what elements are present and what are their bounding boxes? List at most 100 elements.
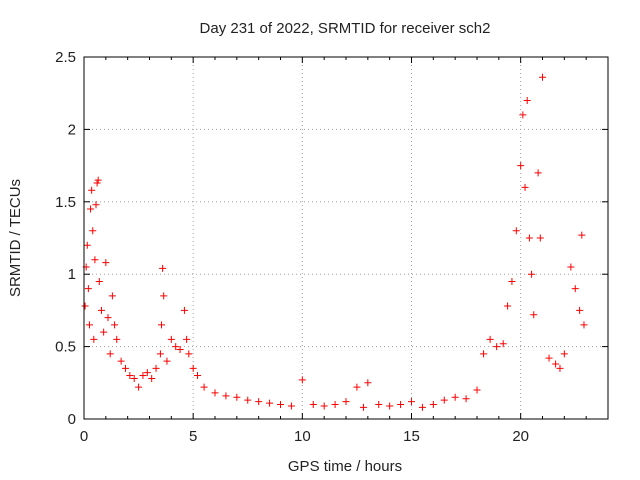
data-point	[512, 227, 520, 235]
data-point	[525, 234, 533, 242]
data-point	[211, 389, 219, 397]
data-point	[159, 264, 167, 272]
data-point	[473, 386, 481, 394]
data-point	[222, 392, 230, 400]
data-point	[104, 314, 112, 322]
data-point	[172, 343, 180, 351]
y-tick-label: 1	[68, 266, 76, 283]
data-point	[148, 374, 156, 382]
data-point	[534, 169, 542, 177]
data-point	[117, 357, 125, 365]
data-point	[578, 231, 586, 239]
x-tick-label: 10	[294, 428, 311, 445]
data-point	[255, 398, 263, 406]
data-point	[309, 401, 317, 409]
data-point	[180, 306, 188, 314]
data-point	[576, 306, 584, 314]
data-point	[156, 350, 164, 358]
data-point	[359, 403, 367, 411]
data-point	[91, 256, 99, 264]
data-point	[94, 176, 102, 184]
data-point	[539, 73, 546, 81]
data-point	[90, 335, 98, 343]
data-point	[571, 285, 579, 293]
data-point	[386, 402, 394, 410]
grid	[84, 57, 608, 419]
data-point	[100, 328, 108, 336]
data-point	[418, 403, 426, 411]
y-tick-label: 0.5	[55, 339, 76, 356]
data-point	[486, 335, 494, 343]
data-point	[244, 396, 252, 404]
data-point	[143, 369, 151, 377]
data-point	[504, 302, 512, 310]
data-point	[320, 402, 328, 410]
data-point	[266, 399, 274, 407]
y-axis-label: SRMTID / TECUs	[7, 179, 24, 297]
data-point	[200, 383, 208, 391]
data-point	[152, 364, 160, 372]
x-tick-label: 15	[403, 428, 420, 445]
data-point	[375, 401, 383, 409]
data-point	[552, 360, 560, 368]
data-point	[451, 393, 459, 401]
data-point	[342, 398, 350, 406]
data-point	[493, 343, 501, 351]
data-point	[567, 263, 575, 271]
data-point	[545, 354, 553, 362]
data-point	[108, 292, 116, 300]
data-point	[85, 321, 93, 329]
data-point	[233, 393, 241, 401]
data-point	[121, 364, 129, 372]
data-point	[111, 321, 119, 329]
y-tick-label: 2.5	[55, 49, 76, 66]
data-point	[160, 292, 168, 300]
data-point	[88, 186, 96, 194]
data-point	[126, 372, 134, 380]
data-point	[89, 227, 97, 235]
data-point	[560, 350, 568, 358]
data-point	[331, 401, 339, 409]
y-tick-label: 1.5	[55, 194, 76, 211]
data-point	[176, 345, 184, 353]
data-point	[102, 259, 110, 267]
data-point	[440, 396, 448, 404]
data-point	[81, 302, 89, 310]
data-point	[523, 96, 531, 104]
data-point	[95, 277, 103, 285]
data-point	[353, 383, 361, 391]
data-point	[528, 270, 536, 278]
data-point	[408, 398, 415, 406]
data-point	[84, 285, 92, 293]
data-point	[530, 311, 538, 319]
data-point	[397, 401, 405, 409]
data-point	[139, 372, 147, 380]
data-point	[183, 335, 191, 343]
data-point	[517, 162, 525, 170]
data-point	[194, 372, 202, 380]
x-axis-label: GPS time / hours	[288, 458, 402, 475]
data-point	[536, 234, 544, 242]
data-point	[580, 321, 588, 329]
data-point	[106, 350, 114, 358]
data-point	[113, 335, 121, 343]
data-point	[508, 277, 516, 285]
chart-title: Day 231 of 2022, SRMTID for receiver sch…	[200, 20, 491, 37]
y-tick-label: 2	[68, 121, 76, 138]
data-point	[97, 306, 105, 314]
x-tick-label: 20	[512, 428, 529, 445]
y-tick-label: 0	[68, 411, 76, 428]
data-point	[130, 374, 138, 382]
x-tick-label: 0	[80, 428, 88, 445]
data-point	[277, 401, 284, 409]
data-point	[87, 205, 95, 213]
data-point	[185, 350, 193, 358]
data-point	[499, 340, 507, 348]
data-point	[93, 179, 101, 187]
data-points	[81, 73, 588, 411]
data-point	[521, 183, 529, 191]
data-point	[92, 201, 100, 209]
data-point	[158, 321, 166, 329]
